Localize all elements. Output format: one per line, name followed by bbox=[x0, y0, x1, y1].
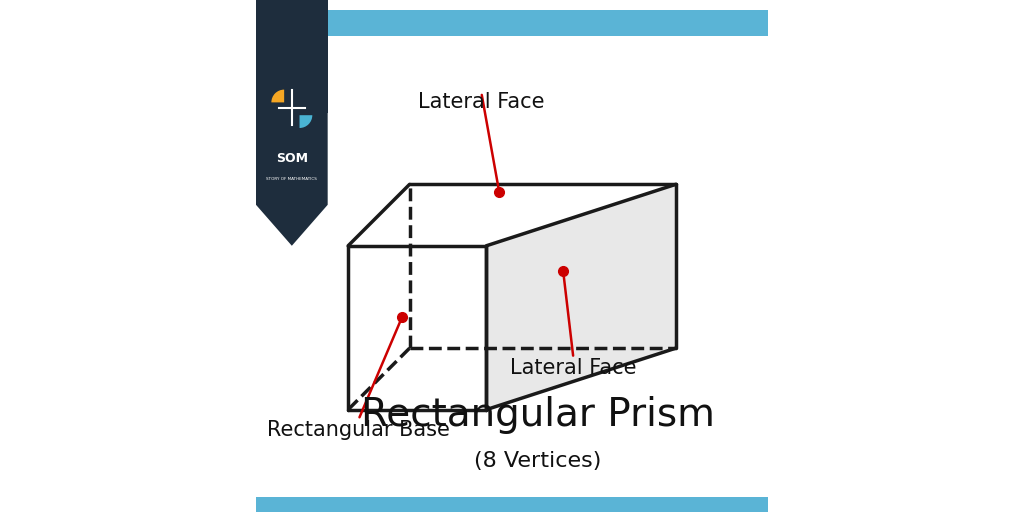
FancyBboxPatch shape bbox=[256, 0, 328, 113]
Text: (8 Vertices): (8 Vertices) bbox=[474, 451, 601, 471]
Polygon shape bbox=[486, 184, 676, 410]
Text: STORY OF MATHEMATICS: STORY OF MATHEMATICS bbox=[266, 177, 317, 181]
Text: Lateral Face: Lateral Face bbox=[418, 92, 545, 112]
Wedge shape bbox=[299, 115, 312, 128]
Polygon shape bbox=[256, 113, 328, 246]
FancyBboxPatch shape bbox=[256, 0, 768, 512]
Bar bbox=[256, 10, 768, 36]
Text: Lateral Face: Lateral Face bbox=[510, 358, 637, 378]
Text: SOM: SOM bbox=[275, 152, 308, 165]
Bar bbox=[256, 497, 768, 512]
Text: Rectangular Prism: Rectangular Prism bbox=[360, 396, 715, 434]
Wedge shape bbox=[271, 90, 285, 102]
Polygon shape bbox=[348, 184, 676, 246]
Polygon shape bbox=[348, 246, 486, 410]
Text: Rectangular Base: Rectangular Base bbox=[267, 420, 450, 440]
